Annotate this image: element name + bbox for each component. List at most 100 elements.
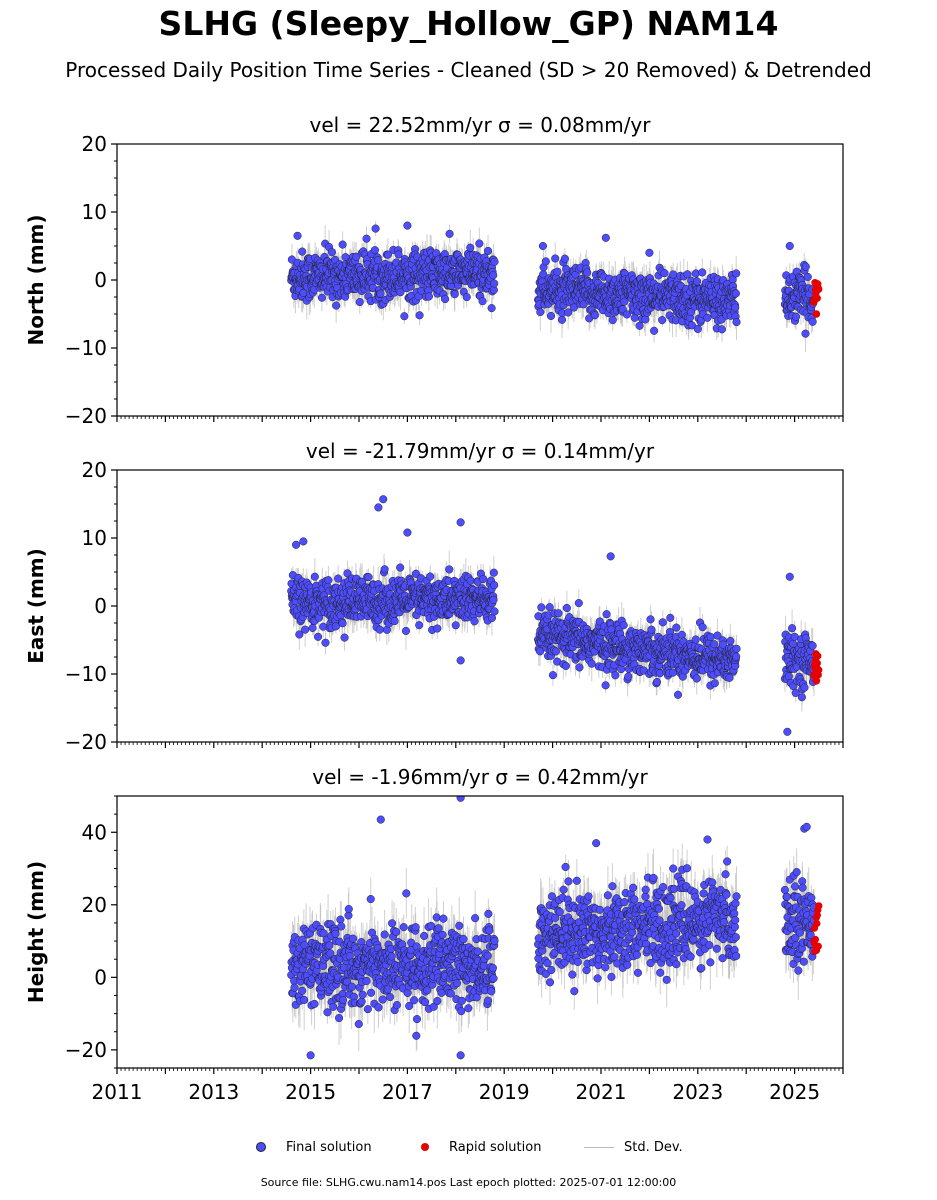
final-solution-point bbox=[441, 295, 450, 304]
final-solution-point bbox=[490, 257, 499, 266]
final-solution-point bbox=[551, 254, 560, 263]
final-solution-point bbox=[490, 607, 499, 616]
final-solution-point bbox=[445, 565, 454, 574]
rapid-solution-point bbox=[812, 310, 821, 318]
final-solution-point bbox=[478, 297, 487, 306]
final-solution-point bbox=[352, 252, 361, 261]
final-solution-point bbox=[466, 576, 475, 585]
final-solution-point bbox=[785, 241, 794, 251]
final-solution-point bbox=[808, 317, 817, 326]
final-solution-point bbox=[731, 289, 740, 298]
final-solution-point bbox=[433, 624, 442, 633]
final-solution-point bbox=[553, 267, 562, 276]
final-solution-point bbox=[560, 254, 569, 263]
final-solution-point bbox=[641, 315, 650, 324]
final-solution-point bbox=[371, 224, 380, 233]
final-solution-point bbox=[380, 565, 389, 574]
final-solution-point bbox=[698, 268, 707, 277]
final-solution-point bbox=[475, 239, 484, 248]
final-solution-point bbox=[658, 316, 667, 325]
final-solution-point bbox=[687, 321, 696, 330]
final-solution-point bbox=[340, 633, 349, 642]
final-solution-point bbox=[557, 315, 567, 324]
final-solution-point bbox=[575, 663, 584, 672]
rapid-solution-point bbox=[813, 294, 821, 302]
final-solution-point bbox=[373, 256, 382, 265]
final-solution-point bbox=[295, 630, 304, 639]
final-solution-point bbox=[396, 288, 405, 297]
final-solution-point bbox=[791, 312, 801, 321]
final-solution-point bbox=[717, 325, 727, 334]
final-solution-point bbox=[622, 310, 632, 319]
final-solution-point bbox=[383, 250, 392, 259]
final-solution-point bbox=[669, 270, 678, 279]
final-solution-point bbox=[401, 626, 411, 635]
final-solution-point bbox=[451, 621, 460, 630]
final-solution-point bbox=[301, 625, 310, 634]
final-solution-point bbox=[426, 572, 435, 581]
final-solution-point bbox=[293, 231, 302, 240]
final-solution-point bbox=[370, 246, 379, 255]
final-solution-point bbox=[321, 638, 330, 647]
final-solution-point bbox=[324, 576, 333, 585]
east-plot-area bbox=[287, 495, 823, 736]
north-panel-title: vel = 22.52mm/yr σ = 0.08mm/yr bbox=[310, 113, 652, 137]
final-solution-point bbox=[334, 574, 343, 583]
final-solution-point bbox=[332, 301, 341, 310]
final-solution-point bbox=[343, 569, 352, 578]
final-solution-point bbox=[489, 595, 498, 604]
final-solution-point bbox=[732, 317, 741, 327]
final-solution-point bbox=[470, 617, 479, 626]
final-solution-point bbox=[801, 329, 810, 338]
final-solution-point bbox=[489, 568, 498, 577]
final-solution-point bbox=[536, 307, 545, 317]
final-solution-point bbox=[338, 240, 347, 249]
final-solution-point bbox=[490, 279, 499, 288]
final-solution-point bbox=[541, 257, 550, 266]
final-solution-point bbox=[466, 243, 475, 252]
final-solution-point bbox=[364, 572, 373, 582]
final-solution-point bbox=[732, 269, 741, 278]
final-solution-point bbox=[390, 617, 399, 626]
final-solution-point bbox=[620, 297, 629, 306]
final-solution-point bbox=[490, 581, 499, 590]
final-solution-point bbox=[415, 621, 424, 630]
final-solution-point bbox=[803, 272, 812, 281]
final-solution-point bbox=[546, 311, 556, 321]
final-solution-point bbox=[561, 661, 570, 670]
final-solution-point bbox=[645, 248, 654, 257]
final-solution-point bbox=[310, 572, 319, 581]
final-solution-point bbox=[731, 303, 740, 312]
final-solution-point bbox=[703, 313, 712, 322]
final-solution-point bbox=[686, 308, 695, 317]
final-solution-point bbox=[308, 623, 317, 632]
final-solution-point bbox=[801, 262, 810, 271]
final-solution-point bbox=[462, 293, 471, 302]
final-solution-point bbox=[396, 563, 405, 572]
final-solution-point bbox=[479, 574, 488, 584]
final-solution-point bbox=[362, 234, 371, 243]
y-tick-label: 0 bbox=[94, 268, 107, 292]
final-solution-point bbox=[548, 671, 557, 680]
final-solution-point bbox=[693, 324, 702, 334]
final-solution-point bbox=[601, 233, 610, 242]
y-tick-label: 10 bbox=[82, 200, 107, 224]
final-solution-point bbox=[660, 269, 669, 278]
y-tick-label: −10 bbox=[65, 336, 107, 360]
rapid-solution-point bbox=[815, 285, 823, 293]
final-solution-point bbox=[635, 321, 644, 330]
final-solution-point bbox=[562, 603, 571, 613]
final-solution-point bbox=[535, 647, 545, 656]
final-solution-point bbox=[375, 625, 384, 634]
final-solution-point bbox=[327, 248, 337, 257]
final-solution-point bbox=[551, 647, 560, 656]
north-points bbox=[287, 221, 823, 338]
final-solution-point bbox=[314, 632, 323, 641]
final-solution-point bbox=[331, 622, 340, 631]
chart-subtitle: Processed Daily Position Time Series - C… bbox=[65, 58, 872, 82]
east-points bbox=[287, 495, 823, 736]
final-solution-point bbox=[450, 290, 459, 299]
final-solution-point bbox=[683, 270, 692, 279]
final-solution-point bbox=[376, 289, 385, 298]
